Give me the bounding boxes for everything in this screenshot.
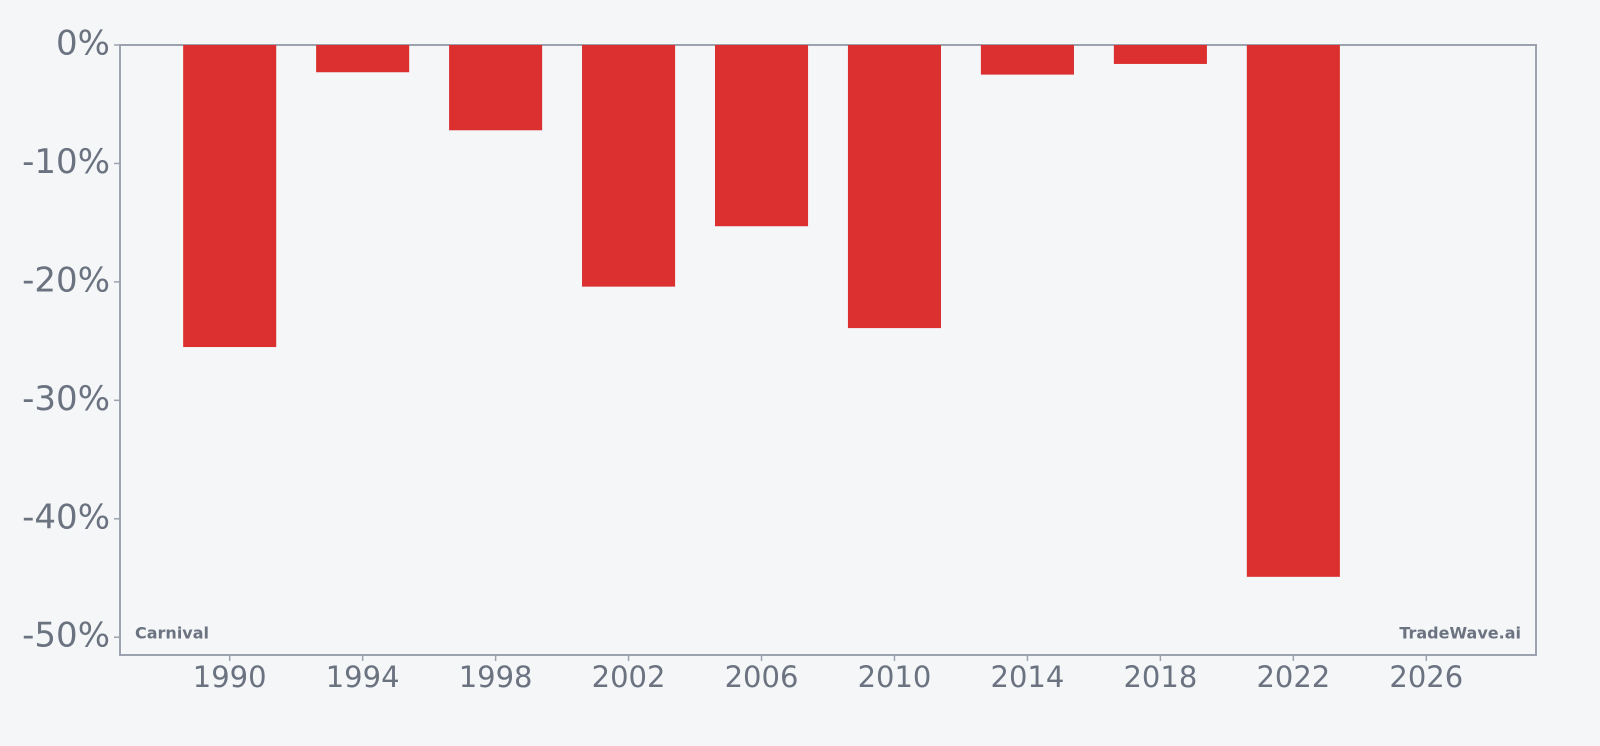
- y-tick-label: -10%: [22, 142, 110, 182]
- y-tick-label: -30%: [22, 379, 110, 419]
- bar: [316, 45, 410, 73]
- y-tick-label: 0%: [56, 24, 110, 64]
- bar: [449, 45, 543, 131]
- x-tick-label: 2018: [1123, 660, 1197, 694]
- y-tick-label: -50%: [22, 616, 110, 656]
- bar: [582, 45, 676, 287]
- x-tick-label: 2010: [858, 660, 932, 694]
- bar: [1113, 45, 1207, 64]
- bar: [980, 45, 1074, 75]
- y-tick-label: -40%: [22, 497, 110, 537]
- x-tick-label: 1994: [326, 660, 400, 694]
- x-tick-label: 2026: [1389, 660, 1463, 694]
- x-tick-label: 1990: [193, 660, 267, 694]
- plot-frame: [119, 44, 1537, 656]
- bar: [714, 45, 809, 227]
- x-tick-label: 2006: [725, 660, 799, 694]
- ticker-label: Carnival: [135, 624, 209, 643]
- x-tick-label: 1998: [459, 660, 533, 694]
- bar: [183, 45, 277, 348]
- x-tick-label: 2014: [991, 660, 1065, 694]
- bar: [847, 45, 942, 329]
- watermark: TradeWave.ai: [1399, 624, 1521, 643]
- bar: [1246, 45, 1340, 577]
- y-tick-label: -20%: [22, 260, 110, 300]
- x-tick-label: 2002: [592, 660, 666, 694]
- x-tick-label: 2022: [1256, 660, 1330, 694]
